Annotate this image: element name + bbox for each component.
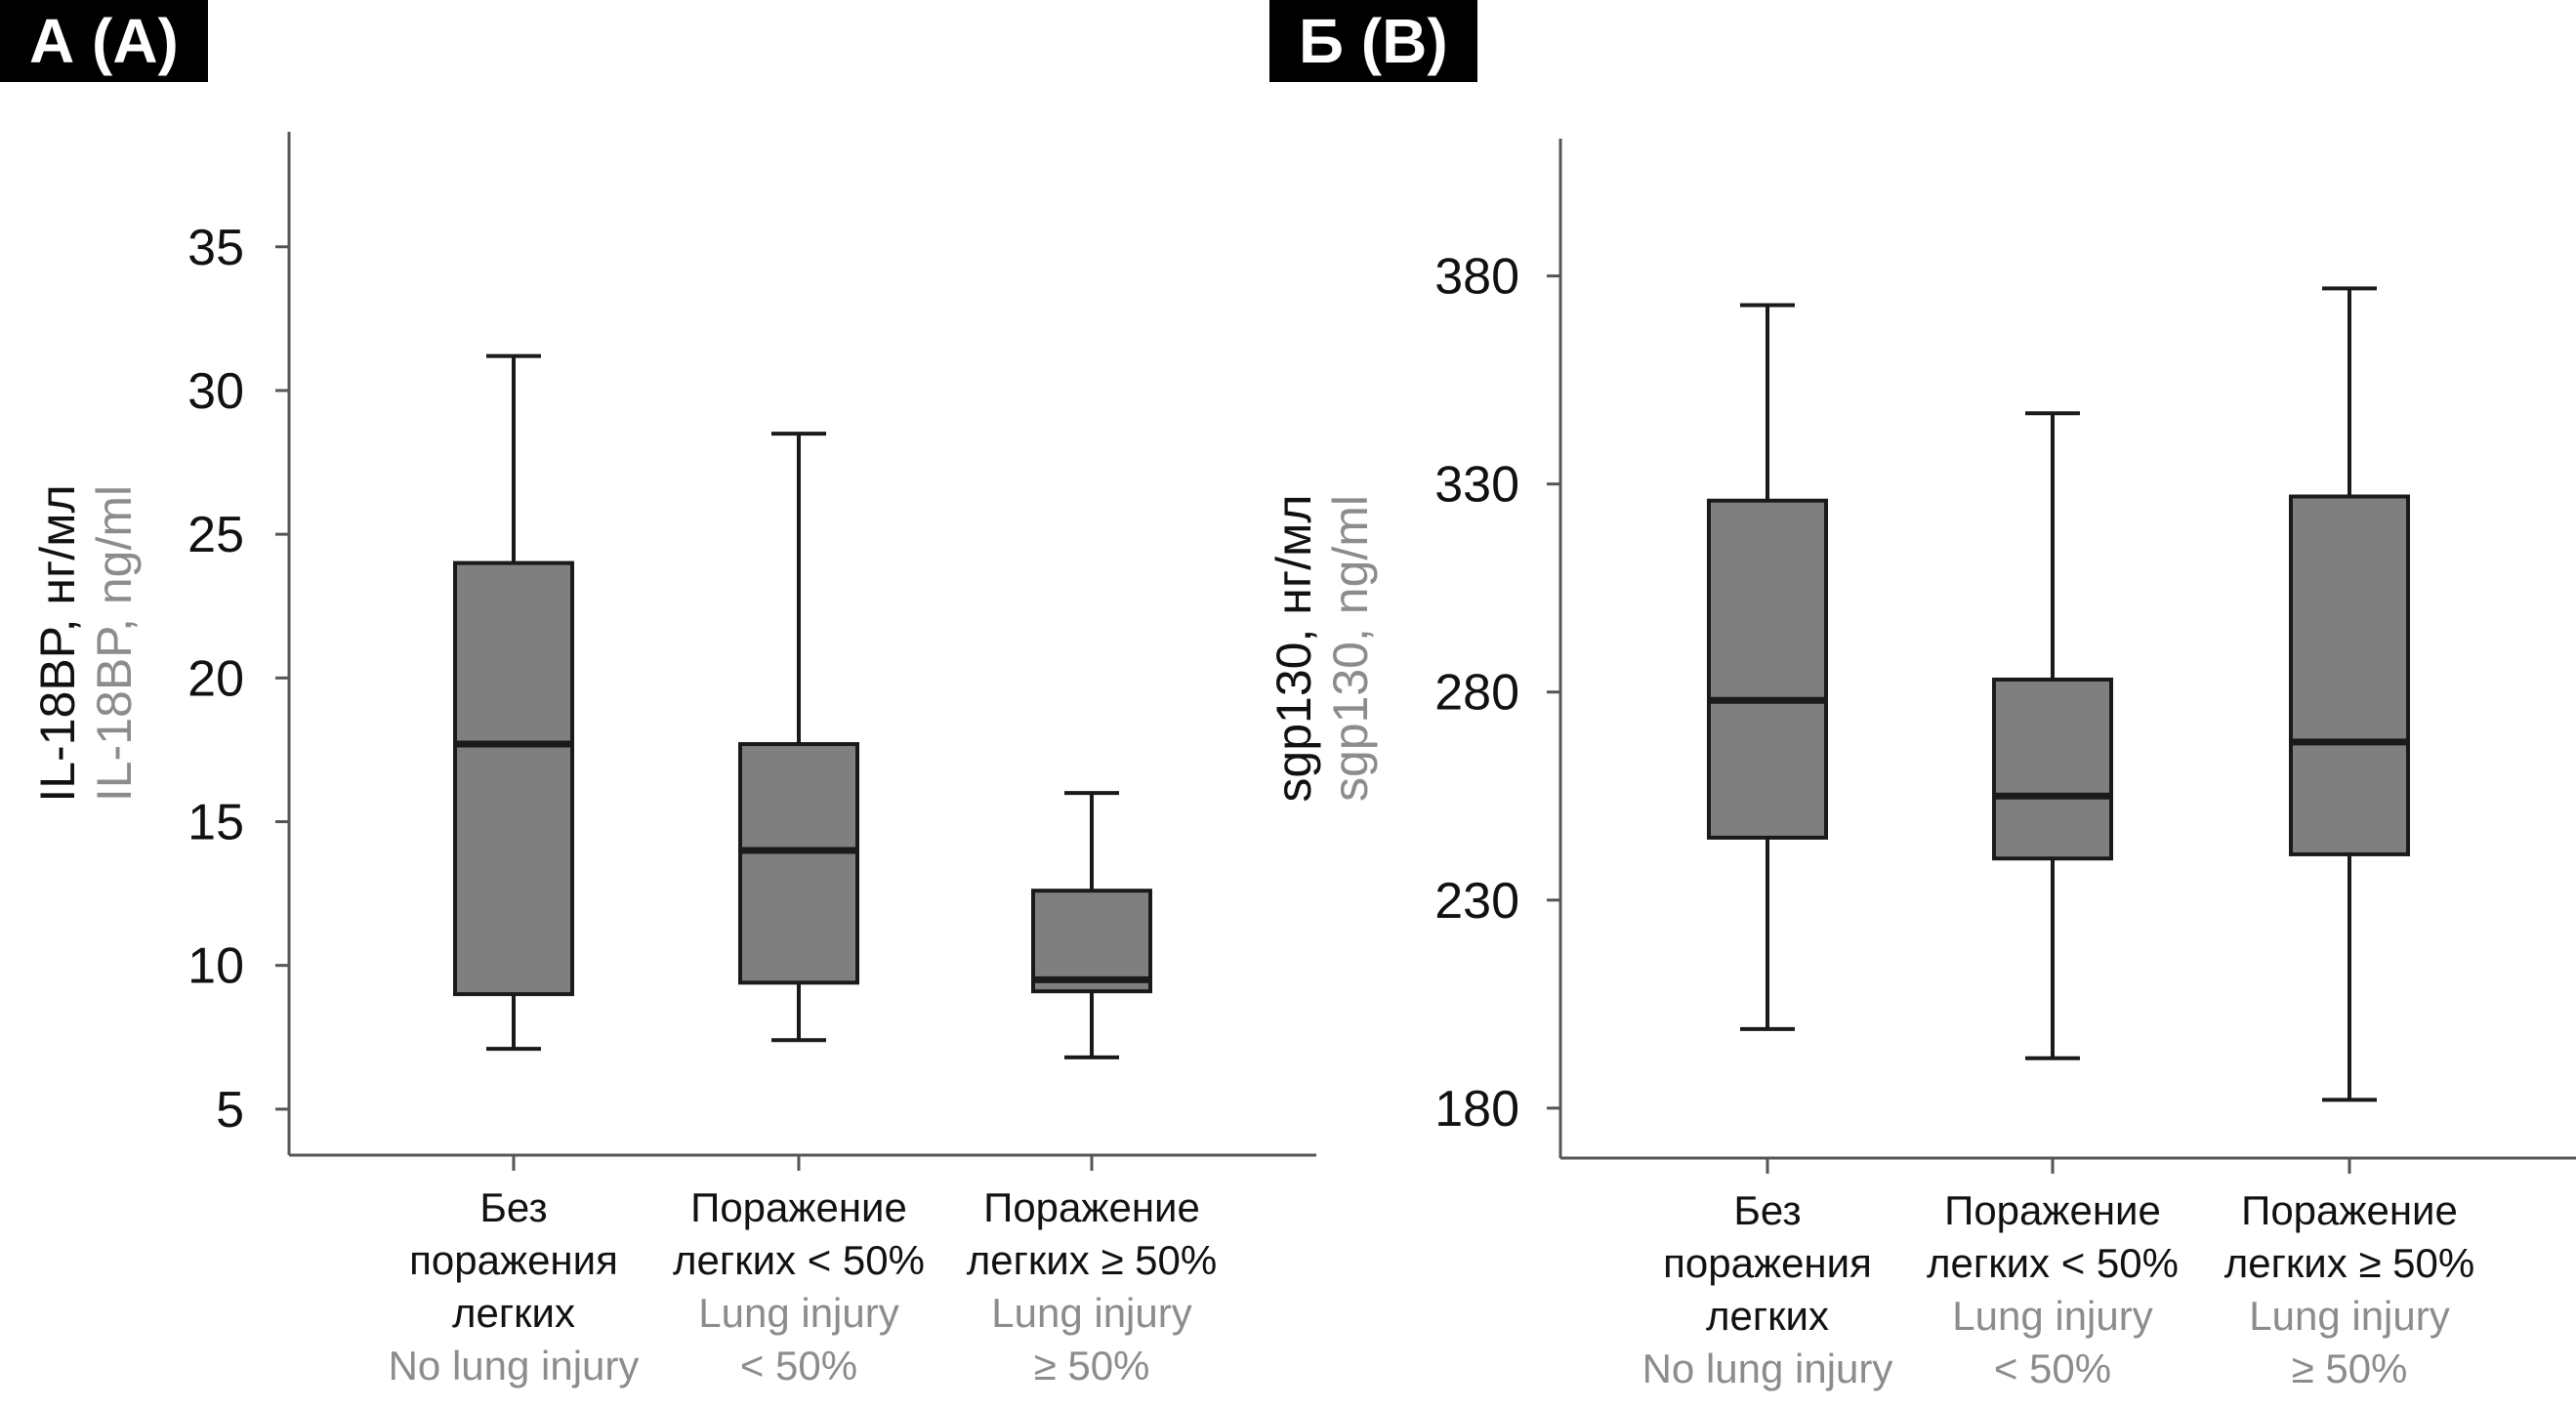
panel-b-y-tick-label: 380: [1434, 249, 1519, 306]
panel-b-category-1-label-ru: Без: [1733, 1187, 1801, 1233]
panel-b-category-3-label-ru: Поражение: [2241, 1187, 2458, 1233]
panel-a-y-tick-label: 30: [187, 363, 244, 420]
panel-b-y-tick-label: 280: [1434, 665, 1519, 722]
panel-b-category-3-label-en: ≥ 50%: [2292, 1346, 2408, 1391]
panel-b-category-1-label-ru: легких: [1706, 1293, 1829, 1339]
panel-b-category-1-label-en: No lung injury: [1642, 1346, 1893, 1391]
panel-a-box-3-iqr: [1031, 889, 1152, 994]
panel-b-y-tick-label: 330: [1434, 457, 1519, 514]
panel-a-category-1-label-ru: поражения: [409, 1237, 618, 1283]
panel-b-category-2-label-en: Lung injury: [1952, 1293, 2152, 1339]
panel-a-y-label-en: IL-18BP, ng/ml: [87, 485, 142, 802]
panel-a-y-tick-label: 25: [187, 507, 244, 563]
panel-b-y-tick-label: 180: [1434, 1081, 1519, 1138]
panel-a-category-2-label-en: < 50%: [740, 1343, 857, 1388]
panel-a-category-3-label-ru: легких ≥ 50%: [967, 1237, 1217, 1283]
panel-a-y-tick-label: 35: [187, 220, 244, 276]
panel-a-box-2-iqr: [738, 742, 859, 985]
panel-a-category-1-label-en: No lung injury: [389, 1343, 640, 1388]
panel-b-y-label-ru: sgp130, нг/мл: [1267, 494, 1321, 802]
panel-a-category-3-label-en: ≥ 50%: [1034, 1343, 1150, 1388]
panel-a-category-2-label-ru: легких < 50%: [673, 1237, 925, 1283]
panel-b-box-2-iqr: [1992, 677, 2113, 861]
panel-a-y-tick-label: 5: [216, 1082, 244, 1139]
panel-a-category-3-label-en: Lung injury: [991, 1290, 1191, 1336]
panel-b-y-label-en: sgp130, ng/ml: [1323, 495, 1378, 802]
panel-a-box-1-iqr: [453, 560, 574, 997]
panel-a-label: А (A): [0, 0, 208, 82]
panel-a-category-2-label-en: Lung injury: [698, 1290, 898, 1336]
panel-b-label: Б (B): [1269, 0, 1477, 82]
panel-a-y-tick-label: 15: [187, 795, 244, 851]
panel-b-y-tick-label: 230: [1434, 873, 1519, 930]
panel-a-y-tick-label: 10: [187, 938, 244, 995]
panel-b-category-2-label-ru: Поражение: [1944, 1187, 2161, 1233]
panel-b-category-1-label-ru: поражения: [1663, 1240, 1872, 1286]
panel-a-category-1-label-ru: легких: [452, 1290, 575, 1336]
panel-b-box-1-iqr: [1707, 498, 1828, 840]
panel-a-category-1-label-ru: Без: [479, 1184, 547, 1230]
panel-b-category-2-label-ru: легких < 50%: [1927, 1240, 2179, 1286]
panel-a-y-label-ru: IL-18BP, нг/мл: [30, 484, 85, 802]
panel-b-category-2-label-en: < 50%: [1994, 1346, 2111, 1391]
panel-a-category-3-label-ru: Поражение: [983, 1184, 1200, 1230]
panel-a-category-2-label-ru: Поражение: [690, 1184, 907, 1230]
panel-b-category-3-label-ru: легких ≥ 50%: [2224, 1240, 2474, 1286]
panel-b-category-3-label-en: Lung injury: [2249, 1293, 2449, 1339]
panel-a-y-tick-label: 20: [187, 650, 244, 707]
panel-b-box-3-iqr: [2289, 494, 2410, 856]
